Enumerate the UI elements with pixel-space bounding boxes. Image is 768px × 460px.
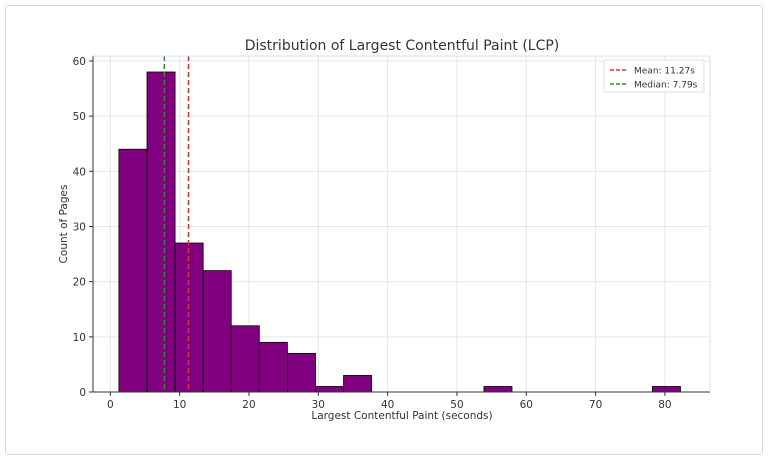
x-tick-label: 30 [312, 399, 325, 411]
y-tick-label: 20 [73, 277, 86, 289]
y-tick-label: 30 [73, 221, 86, 233]
histogram-bar [286, 352, 316, 393]
chart-title: Distribution of Largest Contentful Paint… [245, 38, 560, 54]
x-tick-label: 60 [520, 399, 533, 411]
y-tick-label: 40 [73, 166, 86, 178]
x-tick-label: 50 [450, 399, 463, 411]
histogram-bar [118, 148, 148, 393]
x-tick-label: 0 [107, 399, 114, 411]
histogram-bar [343, 375, 373, 393]
histogram-bar [146, 71, 176, 393]
x-tick-label: 20 [242, 399, 255, 411]
y-tick-label: 0 [79, 387, 86, 399]
histogram-bar [651, 386, 681, 393]
x-axis-label: Largest Contentful Paint (seconds) [311, 410, 492, 422]
x-tick-label: 10 [173, 399, 186, 411]
histogram-bar [315, 386, 344, 393]
legend-label: Mean: 11.27s [634, 67, 695, 77]
histogram-bar [202, 270, 232, 393]
x-tick-label: 70 [589, 399, 602, 411]
x-tick-label: 40 [381, 399, 394, 411]
y-tick-label: 50 [73, 111, 86, 123]
histogram-bar [230, 325, 260, 393]
legend-label: Median: 7.79s [634, 81, 698, 91]
y-tick-label: 60 [73, 56, 86, 68]
chart-frame [5, 5, 763, 455]
histogram-bar [483, 386, 513, 393]
y-tick-label: 10 [73, 332, 86, 344]
histogram-bar [258, 341, 288, 393]
legend-box [603, 59, 705, 93]
x-tick-label: 80 [658, 399, 671, 411]
y-axis-label: Count of Pages [58, 185, 70, 264]
